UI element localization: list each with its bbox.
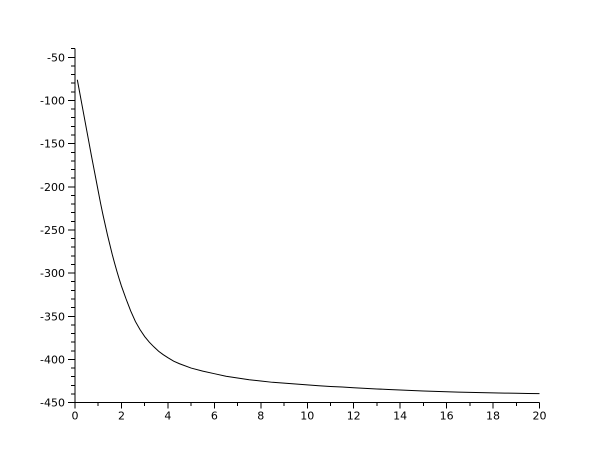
x-tick-label: 18	[486, 410, 500, 423]
y-tick-label: -150	[40, 138, 65, 151]
data-curve-series-1	[76, 79, 540, 395]
x-tick-label: 16	[440, 410, 454, 423]
curve-layer	[76, 79, 540, 395]
y-axis: -50 -100 -150 -200 -250 -300 -350 -400 -450	[40, 48, 76, 410]
x-tick-label: 0	[72, 410, 79, 423]
y-tick-label: -450	[40, 397, 65, 410]
x-tick-label: 10	[300, 410, 314, 423]
y-tick-label: -200	[40, 181, 65, 194]
x-tick-label: 14	[393, 410, 407, 423]
x-tick-label: 8	[257, 410, 264, 423]
y-tick-label: -50	[47, 51, 65, 64]
y-tick-label: -250	[40, 224, 65, 237]
x-tick-label: 4	[164, 410, 171, 423]
y-tick-label: -300	[40, 267, 65, 280]
x-axis: 0 2 4 6 8 10 12 14 16 18 20	[72, 402, 547, 423]
y-tick-label: -400	[40, 353, 65, 366]
x-tick-label: 2	[118, 410, 125, 423]
x-tick-label: 20	[533, 410, 547, 423]
y-tick-label: -350	[40, 310, 65, 323]
y-tick-label: -100	[40, 94, 65, 107]
x-tick-label: 12	[347, 410, 361, 423]
x-tick-label: 6	[211, 410, 218, 423]
